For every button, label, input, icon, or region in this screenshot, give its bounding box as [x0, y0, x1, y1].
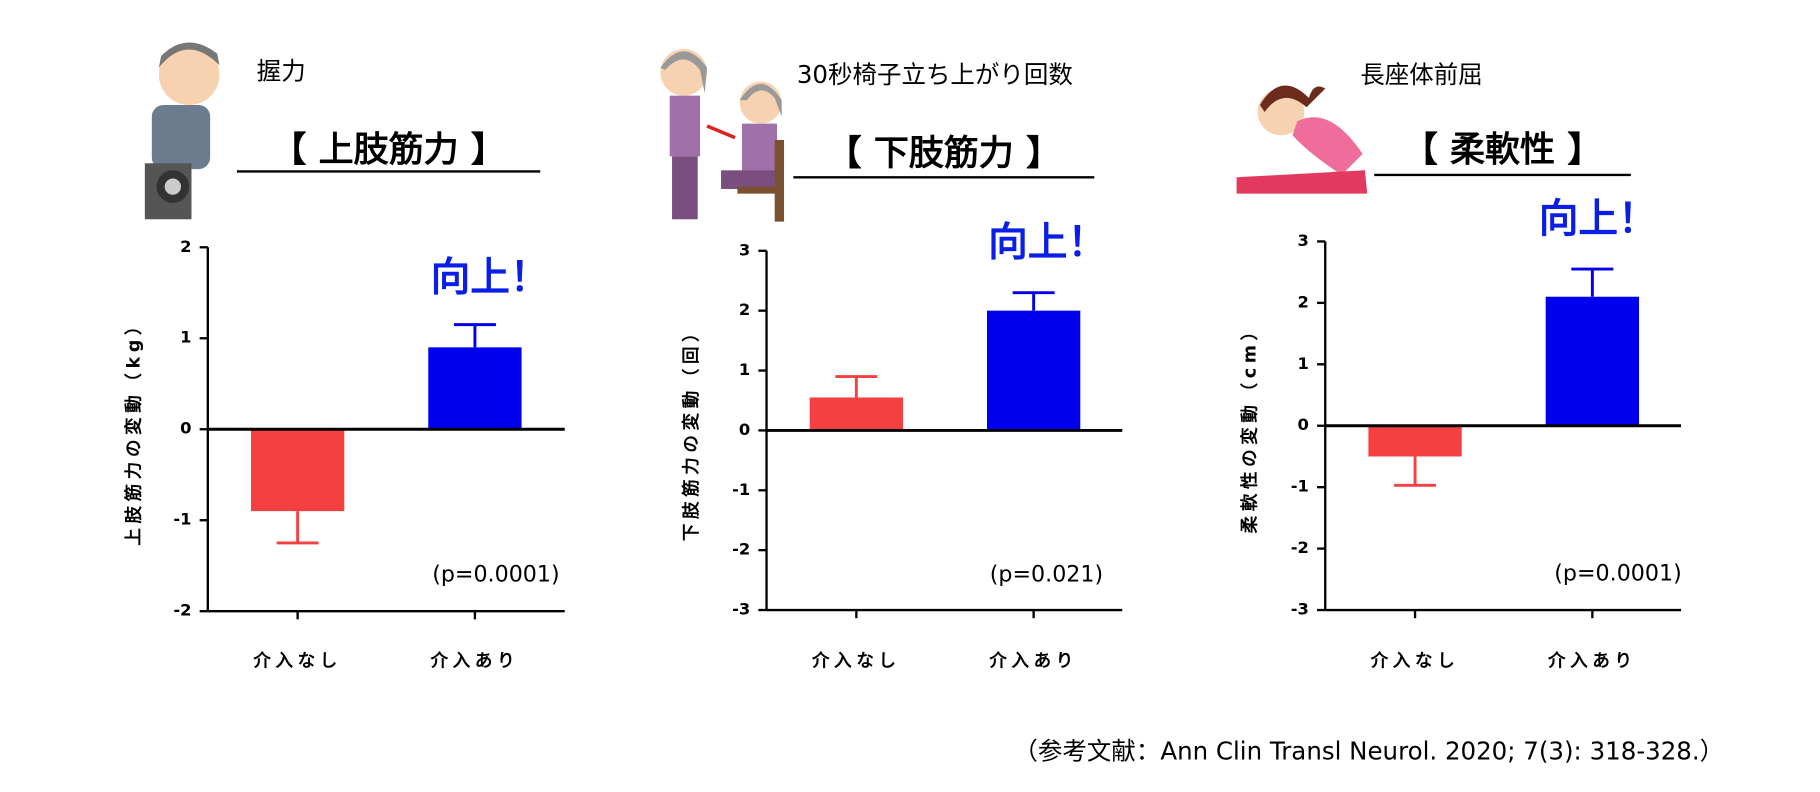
heading: 【 柔軟性 】: [1403, 131, 1602, 171]
y-axis-label: 下肢筋力の変動（回）: [681, 320, 702, 542]
error-bar: [276, 511, 319, 545]
y-tick-label: 3: [1298, 231, 1309, 250]
y-tick-label: -2: [173, 601, 191, 620]
y-tick-label: 2: [739, 300, 750, 319]
chart-title: 30秒椅子立ち上がり回数: [797, 60, 1073, 89]
x-tick-label: 介入あり: [1547, 650, 1637, 671]
reference: （参考文献：Ann Clin Transl Neurol. 2020; 7(3)…: [1013, 736, 1724, 765]
bar: [809, 397, 904, 431]
y-tick-label: 2: [180, 237, 191, 256]
y-tick-label: 1: [1298, 354, 1309, 373]
y-tick-label: -1: [1291, 477, 1309, 496]
y-axis-label: 上肢筋力の変動（kg）: [123, 313, 144, 546]
y-tick-label: 0: [739, 420, 750, 439]
p-value: (p=0.0001): [432, 562, 559, 588]
error-bar: [1394, 456, 1437, 487]
bar: [250, 429, 345, 512]
y-tick-label: -1: [173, 510, 191, 529]
heading: 【 下肢筋力 】: [827, 134, 1061, 174]
y-tick-label: 0: [180, 419, 191, 438]
p-value: (p=0.0001): [1554, 560, 1681, 586]
annotation: 向上！: [1539, 196, 1658, 242]
error-bar: [1012, 291, 1055, 311]
error-bar: [453, 323, 496, 348]
x-tick-label: 介入あり: [430, 650, 520, 671]
y-tick-label: -2: [1291, 538, 1309, 557]
y-tick-label: -1: [732, 480, 750, 499]
illustration-stretch: [1236, 85, 1368, 194]
y-tick-label: 1: [180, 328, 191, 347]
y-tick-label: 3: [739, 240, 750, 259]
y-tick-label: -3: [1291, 600, 1309, 619]
annotation: 向上！: [988, 219, 1107, 265]
illustration-grip: [144, 42, 220, 220]
y-tick-label: -2: [732, 540, 750, 559]
y-tick-label: 2: [1298, 292, 1309, 311]
heading: 【 上肢筋力 】: [271, 131, 505, 171]
chart-title: 握力: [257, 56, 306, 85]
error-bar: [1571, 267, 1614, 297]
y-tick-label: 0: [1298, 415, 1309, 434]
bar: [986, 310, 1081, 431]
y-tick-label: 1: [739, 360, 750, 379]
bar: [1368, 425, 1462, 457]
y-axis-label: 柔軟性の変動（cm）: [1240, 318, 1261, 534]
bar: [1545, 296, 1640, 426]
bar: [428, 347, 522, 430]
illustration-chair: [660, 48, 785, 222]
x-tick-label: 介入なし: [811, 650, 901, 671]
x-tick-label: 介入あり: [988, 650, 1078, 671]
chart-title: 長座体前屈: [1360, 60, 1482, 89]
p-value: (p=0.021): [990, 562, 1103, 588]
error-bar: [835, 375, 878, 398]
x-tick-label: 介入なし: [252, 650, 342, 671]
annotation: 向上！: [431, 254, 550, 300]
y-tick-label: -3: [732, 600, 750, 619]
x-tick-label: 介入なし: [1370, 650, 1460, 671]
